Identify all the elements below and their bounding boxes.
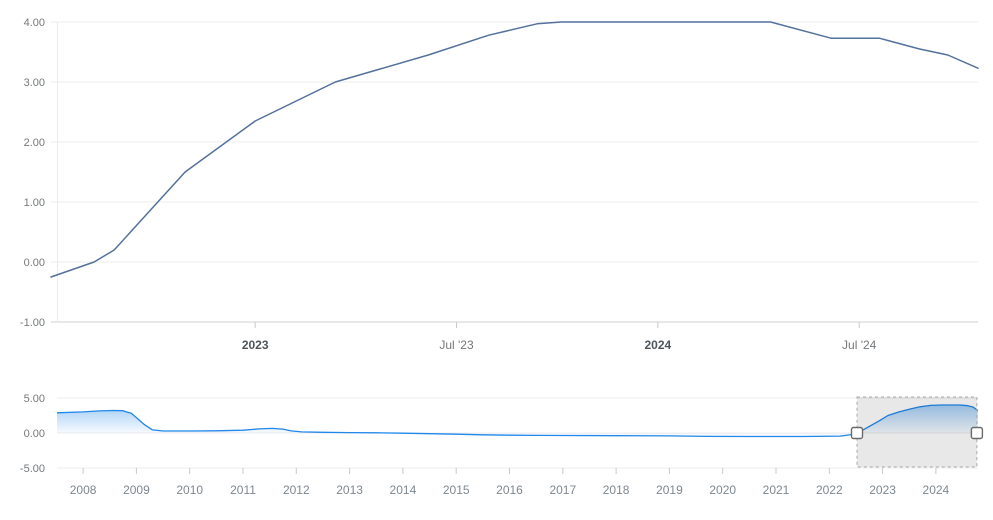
navigator-area-fill [57,405,978,437]
navigator-x-tick-label: 2009 [123,483,150,497]
navigator-x-tick-label: 2012 [283,483,310,497]
navigator-x-tick-label: 2016 [496,483,523,497]
navigator-series-area [56,404,979,438]
navigator-x-tick-label: 2017 [549,483,576,497]
main-y-axis-labels: 4.00 3.00 2.00 1.00 0.00 -1.00 [20,17,45,329]
navigator-y-tick-label: 5.00 [24,393,45,405]
navigator-x-tick-label: 2008 [70,483,97,497]
main-gridlines [51,21,978,323]
main-y-tick-label: -1.00 [20,317,45,329]
navigator-x-tick-label: 2018 [603,483,630,497]
main-y-tick-label: 4.00 [24,17,45,29]
navigator-x-tick-label: 2021 [763,483,790,497]
navigator-handle-right[interactable] [970,426,984,440]
navigator-x-tick-label: 2010 [176,483,203,497]
main-x-tick-label: 2024 [645,338,672,352]
main-y-tick-label: 0.00 [24,257,45,269]
main-x-tick-label: Jul '23 [439,338,474,352]
main-y-tick-label: 1.00 [24,197,45,209]
navigator: 5.000.00-5.00 2008 2009 2010 2011 2012 2013 20… [20,393,984,497]
main-rate-line [50,21,979,278]
navigator-x-tick-label: 2019 [656,483,683,497]
navigator-x-tick-label: 2023 [869,483,896,497]
main-x-axis: 2023 Jul '23 2024 Jul '24 [242,322,877,352]
navigator-x-tick-label: 2011 [230,483,256,497]
navigator-rate-line [56,404,979,438]
navigator-selection [850,396,984,468]
navigator-y-tick-label: -5.00 [20,463,45,475]
navigator-x-tick-label: 2024 [923,483,950,497]
navigator-y-tick-label: 0.00 [24,428,45,440]
navigator-selected-range[interactable] [856,396,978,468]
main-chart: 4.003.002.001.000.00-1.00 2023 Jul '23 202… [20,17,979,352]
main-series-line [50,21,979,278]
navigator-x-tick-label: 2022 [816,483,843,497]
main-x-tick-label: 2023 [242,338,269,352]
main-y-tick-label: 3.00 [24,77,45,89]
navigator-x-tick-label: 2020 [709,483,736,497]
navigator-x-axis: 2008 2009 2010 2011 2012 2013 2014 2015 2016 2017… [70,468,950,497]
navigator-handle-left[interactable] [850,426,864,440]
navigator-x-tick-label: 2013 [336,483,363,497]
navigator-x-tick-label: 2015 [443,483,470,497]
main-y-tick-label: 2.00 [24,137,45,149]
navigator-x-tick-label: 2014 [390,483,417,497]
main-x-tick-label: Jul '24 [842,338,877,352]
navigator-y-axis-labels: 5.00 0.00 -5.00 [20,393,45,475]
